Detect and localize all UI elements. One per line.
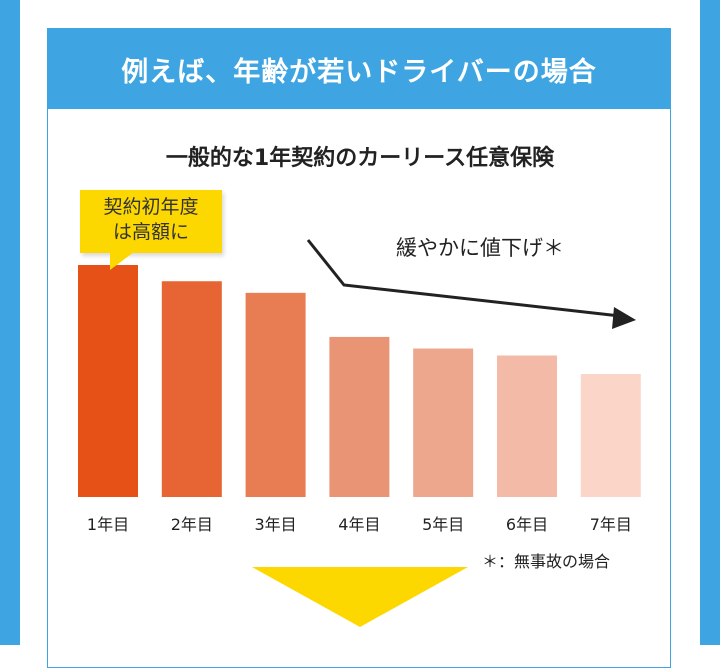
bar-7 xyxy=(580,374,641,497)
bar-2 xyxy=(161,281,222,497)
x-tick-label: 2年目 xyxy=(170,515,213,534)
x-tick-label: 4年目 xyxy=(338,515,381,534)
trend-arrow-line xyxy=(306,239,621,318)
x-tick-label: 7年目 xyxy=(589,515,632,534)
bar-5 xyxy=(413,348,474,497)
x-tick-label: 1年目 xyxy=(86,515,130,534)
bar-6 xyxy=(497,355,557,497)
bar-1 xyxy=(78,265,138,497)
x-tick-label: 3年目 xyxy=(254,515,297,534)
example-card: 例えば、年齢が若いドライバーの場合 xyxy=(47,28,671,668)
x-tick-label: 5年目 xyxy=(422,515,465,534)
card-header: 例えば、年齢が若いドライバーの場合 xyxy=(48,29,670,109)
chart-title: 一般的な1年契約のカーリース任意保険 xyxy=(165,146,555,171)
callout-bubble: 契約初年度 は高額に xyxy=(80,190,222,253)
left-border xyxy=(0,0,20,645)
x-tick-label: 6年目 xyxy=(505,515,549,534)
bar-chart xyxy=(78,239,641,627)
callout-line-1: 契約初年度 xyxy=(103,196,199,218)
down-arrow-icon xyxy=(252,567,468,627)
footnote: ＊：無事故の場合 xyxy=(482,552,611,571)
right-border xyxy=(700,0,720,645)
trend-arrowhead-icon xyxy=(612,307,636,329)
bar-4 xyxy=(329,336,390,497)
bar-3 xyxy=(245,292,306,497)
callout-tail xyxy=(110,252,134,270)
trend-label: 緩やかに値下げ＊ xyxy=(396,236,564,260)
callout-line-2: は高額に xyxy=(112,221,189,243)
